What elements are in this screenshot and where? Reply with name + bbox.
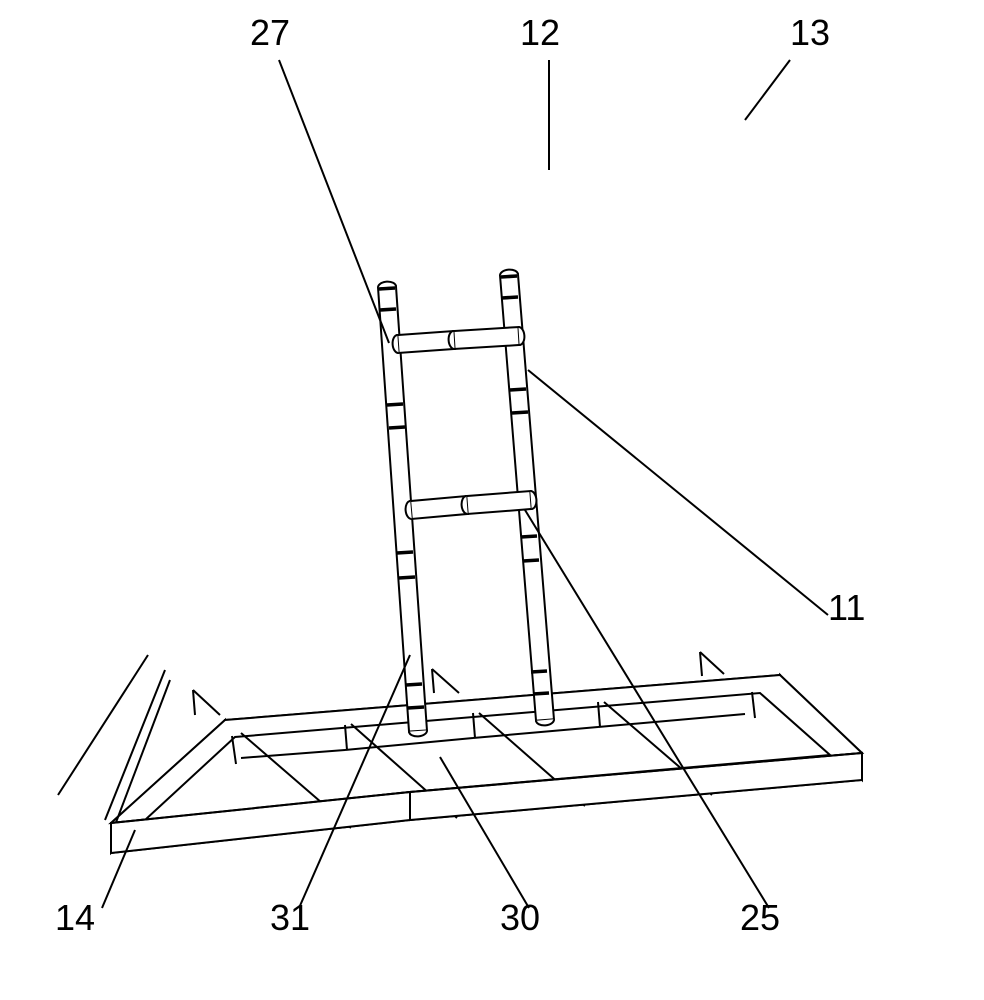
label-11: 11 [828, 587, 865, 628]
label-14: 14 [55, 897, 95, 938]
label-13: 13 [790, 12, 830, 53]
diagram-canvas: 27 12 13 11 25 30 31 14 [0, 0, 984, 1000]
label-25: 25 [740, 897, 780, 938]
label-31: 31 [270, 897, 310, 938]
label-12: 12 [520, 12, 560, 53]
label-30: 30 [500, 897, 540, 938]
hbar-top-b [448, 327, 525, 350]
label-27: 27 [250, 12, 290, 53]
